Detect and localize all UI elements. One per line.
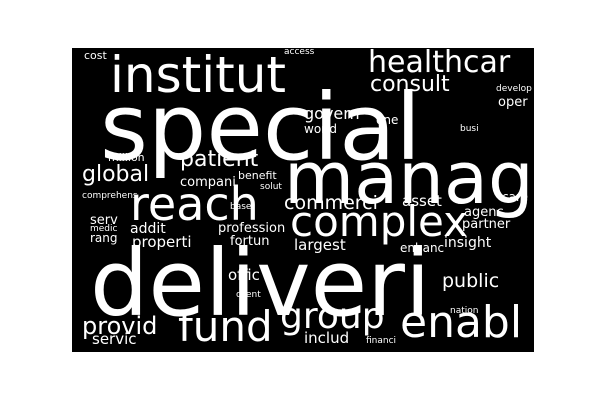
- word-one: one: [376, 113, 399, 127]
- word-group: group: [280, 296, 385, 337]
- word-profession: profession: [218, 221, 286, 236]
- word-develop: develop: [496, 84, 532, 94]
- word-oper: oper: [498, 95, 528, 110]
- word-compani: compani: [180, 175, 236, 190]
- word-public: public: [442, 270, 500, 292]
- word-servic: servic: [92, 330, 137, 348]
- word-medic: medic: [90, 224, 118, 234]
- word-patient: patient: [180, 147, 259, 172]
- word-addit: addit: [130, 221, 166, 237]
- word-asset: asset: [402, 192, 442, 210]
- word-complex: complex: [290, 197, 468, 246]
- word-million: million: [108, 151, 145, 164]
- word-deliveri: deliveri: [90, 230, 431, 337]
- word-nation: nation: [450, 306, 479, 316]
- word-offic: offic: [228, 266, 260, 284]
- word-cost: cost: [84, 49, 107, 62]
- word-institut: institut: [110, 48, 287, 104]
- word-insight: insight: [444, 235, 492, 251]
- word-partner: partner: [462, 217, 511, 232]
- word-client: client: [236, 290, 261, 300]
- word-special: special: [100, 74, 422, 181]
- word-agenc: agenc: [464, 205, 504, 220]
- word-busi: busi: [460, 124, 479, 134]
- word-financi: financi: [366, 336, 397, 346]
- word-govern: govern: [304, 104, 360, 123]
- word-global: global: [82, 162, 150, 187]
- word-fund: fund: [178, 302, 273, 351]
- word-manag: manag: [284, 136, 534, 220]
- word-access: access: [284, 48, 315, 57]
- word-care: care: [502, 190, 529, 204]
- word-commerci: commerci: [284, 192, 378, 214]
- word-base: base: [230, 202, 252, 212]
- word-properti: properti: [132, 233, 192, 251]
- word-benefit: benefit: [238, 169, 277, 182]
- word-serv: serv: [90, 213, 118, 228]
- word-enabl: enabl: [400, 297, 523, 348]
- word-solut: solut: [260, 182, 282, 192]
- word-consult: consult: [370, 72, 450, 97]
- word-healthcar: healthcar: [368, 48, 511, 80]
- word-provid: provid: [82, 312, 158, 340]
- word-includ: includ: [304, 329, 350, 347]
- word-fortun: fortun: [230, 234, 270, 249]
- word-largest: largest: [294, 236, 346, 254]
- word-comprehens: comprehens: [82, 191, 138, 201]
- word-cloud: special deliveri manag institut complex reach…: [72, 48, 534, 352]
- word-world: world: [304, 122, 338, 136]
- word-reach: reach: [130, 177, 259, 231]
- word-enhanc: enhanc: [400, 241, 445, 255]
- word-rang: rang: [90, 231, 118, 245]
